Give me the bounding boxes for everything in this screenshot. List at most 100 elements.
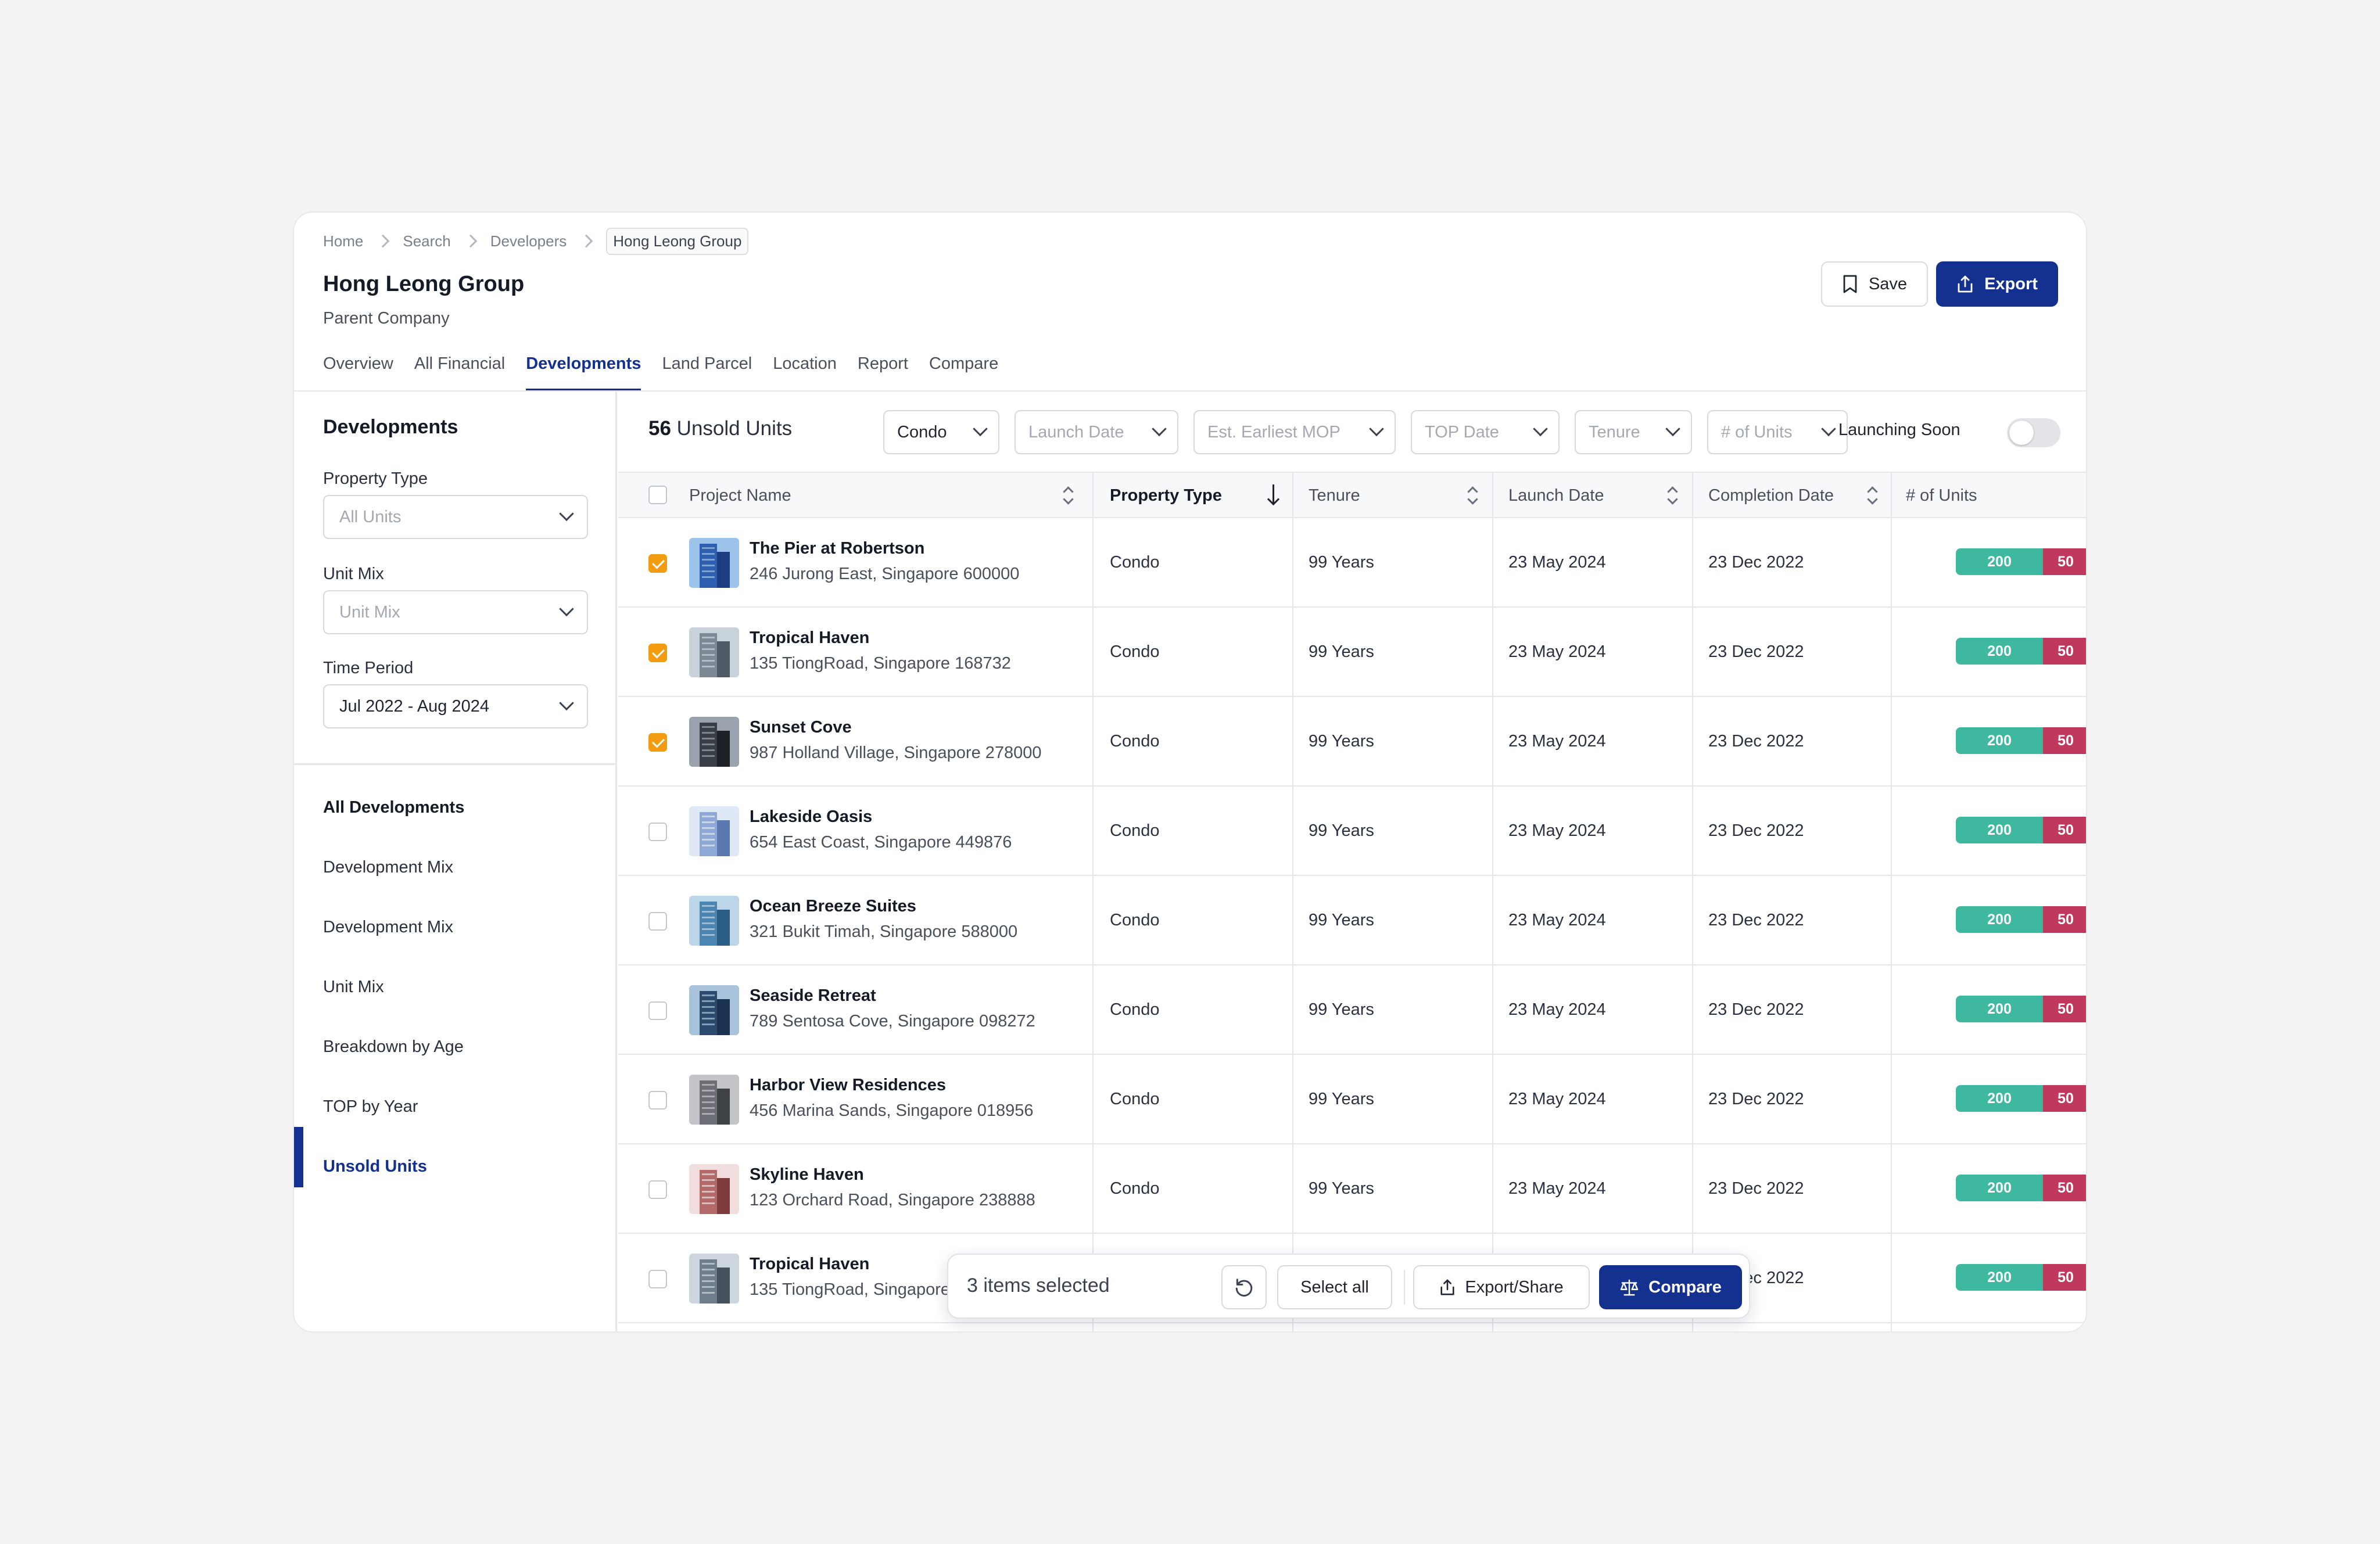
property-type-cell: Condo	[1110, 732, 1160, 751]
filter-property-type[interactable]: Condo	[883, 410, 999, 454]
filter-earliest-mop[interactable]: Est. Earliest MOP	[1193, 410, 1396, 454]
project-name[interactable]: Lakeside Oasis	[750, 807, 873, 826]
launch-date-cell: 23 May 2024	[1508, 1090, 1606, 1108]
main-content: 56 Unsold Units Condo Launch Date Est. E…	[618, 392, 2086, 1331]
sidebar-item-unit-mix[interactable]: Unit Mix	[323, 978, 384, 996]
property-type-cell: Condo	[1110, 1179, 1160, 1198]
sidebar-item-unsold-units[interactable]: Unsold Units	[323, 1157, 427, 1176]
breadcrumb-developers[interactable]: Developers	[490, 232, 567, 250]
filter-num-units[interactable]: # of Units	[1707, 410, 1848, 454]
tab-all-financial[interactable]: All Financial	[414, 354, 506, 373]
col-tenure[interactable]: Tenure	[1309, 486, 1360, 505]
table-row[interactable]: Seaside Retreat 789 Sentosa Cove, Singapo…	[618, 965, 2086, 1055]
filter-launch-date-value: Launch Date	[1028, 422, 1124, 441]
table-row[interactable]: Sunset Cove 987 Holland Village, Singapor…	[618, 697, 2086, 787]
row-checkbox[interactable]	[648, 554, 667, 573]
bookmark-icon	[1843, 275, 1857, 293]
units-segment-2: 50	[2043, 1175, 2086, 1201]
row-checkbox[interactable]	[648, 644, 667, 662]
chevron-down-icon	[559, 506, 574, 522]
sidebar-item-breakdown-by-age[interactable]: Breakdown by Age	[323, 1037, 464, 1056]
sidebar-item-development-mix[interactable]: Development Mix	[323, 858, 454, 877]
tab-report[interactable]: Report	[857, 354, 908, 373]
sort-icon[interactable]	[1666, 486, 1678, 505]
property-type-select[interactable]: All Units	[323, 495, 588, 539]
tab-compare[interactable]: Compare	[929, 354, 999, 373]
table-row[interactable]: Skyline Haven 123 Orchard Road, Singapore…	[618, 1144, 2086, 1234]
launching-soon-label: Launching Soon	[1838, 421, 1960, 439]
tab-location[interactable]: Location	[773, 354, 837, 373]
col-launch-date[interactable]: Launch Date	[1508, 486, 1604, 505]
reset-selection-button[interactable]	[1221, 1265, 1267, 1309]
filter-top-date-value: TOP Date	[1425, 422, 1499, 441]
share-icon	[1440, 1279, 1454, 1295]
completion-date-cell: 23 Dec 2022	[1708, 1090, 1804, 1108]
project-address: 456 Marina Sands, Singapore 018956	[750, 1101, 1034, 1120]
project-name[interactable]: The Pier at Robertson	[750, 539, 925, 558]
table-row[interactable]: The Pier at Robertson 246 Jurong East, Si…	[618, 518, 2086, 608]
project-name[interactable]: Seaside Retreat	[750, 986, 876, 1005]
table-row[interactable]: Harbor View Residences 456 Marina Sands, …	[618, 1055, 2086, 1144]
project-name[interactable]: Tropical Haven	[750, 629, 870, 647]
row-checkbox[interactable]	[648, 1270, 667, 1288]
breadcrumb-home[interactable]: Home	[323, 232, 364, 250]
sidebar-item-top-by-year[interactable]: TOP by Year	[323, 1097, 418, 1116]
units-bar: 2005012	[1956, 817, 2086, 843]
project-name[interactable]: Harbor View Residences	[750, 1076, 946, 1094]
col-project-name[interactable]: Project Name	[689, 486, 791, 505]
project-name[interactable]: Ocean Breeze Suites	[750, 897, 916, 915]
filter-earliest-mop-value: Est. Earliest MOP	[1207, 422, 1340, 441]
sidebar-item-all-developments[interactable]: All Developments	[323, 798, 465, 817]
tenure-cell: 99 Years	[1309, 732, 1374, 751]
page-title: Hong Leong Group	[323, 272, 525, 296]
tab-developments[interactable]: Developments	[526, 347, 641, 392]
filter-top-date[interactable]: TOP Date	[1411, 410, 1560, 454]
completion-date-cell: 23 Dec 2022	[1708, 642, 1804, 661]
units-bar: 2005012	[1956, 1264, 2086, 1291]
tenure-cell: 99 Years	[1309, 553, 1374, 572]
col-completion-date[interactable]: Completion Date	[1708, 486, 1834, 505]
tenure-cell: 99 Years	[1309, 642, 1374, 661]
save-button[interactable]: Save	[1821, 261, 1928, 307]
project-name[interactable]: Sunset Cove	[750, 718, 852, 737]
units-segment-1: 200	[1956, 996, 2043, 1022]
select-all-checkbox[interactable]	[648, 486, 667, 504]
launching-soon-toggle[interactable]	[2007, 418, 2060, 447]
compare-button[interactable]: Compare	[1599, 1265, 1742, 1309]
breadcrumb-search[interactable]: Search	[403, 232, 451, 250]
property-type-cell: Condo	[1110, 642, 1160, 661]
property-type-cell: Condo	[1110, 1090, 1160, 1108]
completion-date-cell: 23 Dec 2022	[1708, 1000, 1804, 1019]
sort-icon[interactable]	[1467, 486, 1478, 505]
col-property-type[interactable]: Property Type	[1110, 486, 1222, 505]
filter-tenure[interactable]: Tenure	[1575, 410, 1692, 454]
row-checkbox[interactable]	[648, 912, 667, 931]
row-checkbox[interactable]	[648, 1180, 667, 1199]
row-checkbox[interactable]	[648, 733, 667, 752]
tab-overview[interactable]: Overview	[323, 354, 393, 373]
time-period-select[interactable]: Jul 2022 - Aug 2024	[323, 684, 588, 728]
units-segment-2: 50	[2043, 727, 2086, 754]
table-row[interactable]: Lakeside Oasis 654 East Coast, Singapore …	[618, 787, 2086, 876]
sort-desc-icon[interactable]	[1267, 483, 1281, 507]
project-thumbnail	[689, 806, 739, 856]
project-name[interactable]: Skyline Haven	[750, 1165, 864, 1184]
property-type-cell: Condo	[1110, 553, 1160, 572]
sort-icon[interactable]	[1062, 486, 1074, 505]
col-num-units[interactable]: # of Units	[1906, 486, 1977, 505]
tab-land-parcel[interactable]: Land Parcel	[662, 354, 752, 373]
sidebar-item-development-mix-2[interactable]: Development Mix	[323, 918, 454, 936]
table-row[interactable]: Tropical Haven 135 TiongRoad, Singapore 1…	[618, 608, 2086, 697]
filter-launch-date[interactable]: Launch Date	[1015, 410, 1178, 454]
table-row[interactable]: Ocean Breeze Suites 321 Bukit Timah, Sing…	[618, 876, 2086, 965]
project-name[interactable]: Tropical Haven	[750, 1255, 870, 1273]
row-checkbox[interactable]	[648, 1001, 667, 1020]
select-all-button[interactable]: Select all	[1277, 1265, 1392, 1309]
row-checkbox[interactable]	[648, 1091, 667, 1109]
row-checkbox[interactable]	[648, 823, 667, 841]
unit-mix-select[interactable]: Unit Mix	[323, 590, 588, 634]
export-button[interactable]: Export	[1936, 261, 2058, 307]
export-share-button[interactable]: Export/Share	[1413, 1265, 1590, 1309]
sort-icon[interactable]	[1866, 486, 1878, 505]
tenure-cell: 99 Years	[1309, 1179, 1374, 1198]
